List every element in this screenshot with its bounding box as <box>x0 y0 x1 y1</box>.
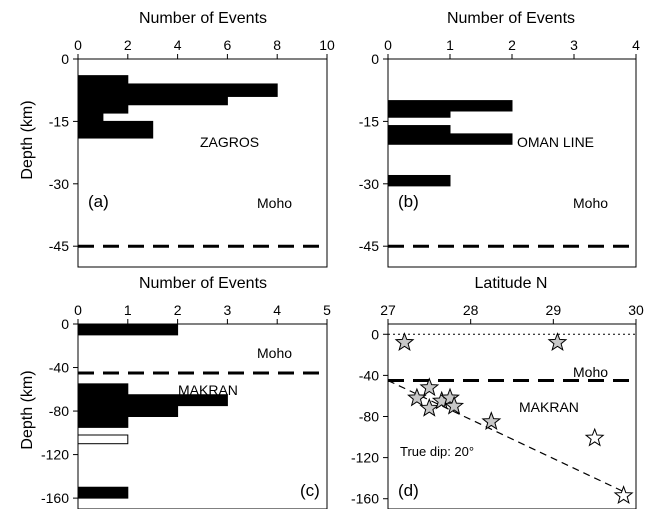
depth-bar <box>77 323 179 336</box>
depth-bar <box>77 104 129 114</box>
y-tick-label: -160 <box>41 490 69 506</box>
y-tick-label: -40 <box>359 367 379 383</box>
depth-bar <box>77 83 278 97</box>
panel-d-frame <box>387 323 637 509</box>
panel-d-region-label: MAKRAN <box>519 399 579 415</box>
panel-a-title: Number of Events <box>139 10 267 27</box>
depth-bar <box>77 416 129 428</box>
y-tick-label: -40 <box>49 360 69 376</box>
panel-b: Number of Events 0 1 2 3 4 0 -15 -30 -45 (b) OMA… <box>359 10 640 268</box>
panel-c-region-label: MAKRAN <box>178 382 238 398</box>
y-tick-label: -45 <box>49 238 69 254</box>
event-star-marker <box>440 387 460 407</box>
x-tick-label: 1 <box>124 302 132 318</box>
depth-bar <box>387 110 451 118</box>
event-star-marker <box>407 387 427 407</box>
depth-bar <box>77 95 228 106</box>
panel-b-title: Number of Events <box>447 10 575 27</box>
event-star-marker <box>419 397 440 417</box>
x-tick-label: 3 <box>224 302 232 318</box>
y-tick-label: -15 <box>359 113 379 129</box>
y-tick-label: -30 <box>49 176 69 192</box>
depth-bar <box>77 434 129 445</box>
y-tick-label: -15 <box>49 113 69 129</box>
event-star-marker <box>584 427 605 447</box>
x-tick-label: 2 <box>508 37 516 53</box>
event-star-marker <box>481 411 502 431</box>
panel-a-moho-label: Moho <box>257 195 292 211</box>
x-tick-label: 0 <box>384 37 392 53</box>
x-tick-label: 2 <box>174 302 182 318</box>
x-tick-label: 0 <box>74 37 82 53</box>
panel-c-title: Number of Events <box>139 275 267 292</box>
panel-b-label: (b) <box>398 192 419 211</box>
panel-b-moho-label: Moho <box>573 195 608 211</box>
depth-bar <box>77 383 129 396</box>
depth-bar <box>387 133 513 145</box>
event-star-marker <box>419 377 440 397</box>
panel-a-region-label: ZAGROS <box>200 134 259 150</box>
x-tick-label: 28 <box>463 302 479 318</box>
depth-bar <box>77 405 179 417</box>
x-tick-label: 5 <box>323 302 331 318</box>
panel-c-ylabel: Depth (km) <box>19 370 36 449</box>
panel-c-frame <box>77 323 328 509</box>
panel-a-frame <box>77 58 328 268</box>
depth-bar <box>77 120 154 139</box>
x-tick-label: 27 <box>380 302 396 318</box>
event-star-marker <box>613 485 634 505</box>
event-star-marker <box>394 332 415 351</box>
panel-c-moho-label: Moho <box>257 345 292 361</box>
x-tick-label: 3 <box>570 37 578 53</box>
x-tick-label: 30 <box>628 302 644 318</box>
panel-a-label: (a) <box>88 192 109 211</box>
y-tick-label: 0 <box>61 316 69 332</box>
y-tick-label: -30 <box>359 176 379 192</box>
x-tick-label: 4 <box>273 302 281 318</box>
panel-a-ylabel: Depth (km) <box>19 100 36 179</box>
depth-bar <box>387 125 451 135</box>
y-tick-label: -120 <box>351 450 379 466</box>
y-tick-label: -80 <box>49 403 69 419</box>
y-tick-label: 0 <box>371 326 379 342</box>
x-tick-label: 10 <box>319 37 335 53</box>
y-tick-label: -80 <box>359 409 379 425</box>
panel-d-label: (d) <box>398 481 419 500</box>
panel-d: Latitude N 27 28 29 30 0 -40 -80 -120 -160 (d) M… <box>351 275 644 509</box>
x-tick-label: 29 <box>546 302 562 318</box>
depth-bar <box>387 174 451 187</box>
x-tick-label: 4 <box>174 37 182 53</box>
x-tick-label: 0 <box>74 302 82 318</box>
panel-d-dip-line <box>387 379 628 495</box>
panel-a: Number of Events Depth (km) 0 2 4 6 8 10 0 -15 -… <box>19 10 335 268</box>
x-tick-label: 4 <box>632 37 640 53</box>
event-star-marker <box>444 395 465 415</box>
panel-d-dip-label: True dip: 20° <box>400 444 474 459</box>
depth-bar <box>77 486 129 499</box>
x-tick-label: 2 <box>124 37 132 53</box>
panel-b-region-label: OMAN LINE <box>517 134 594 150</box>
panel-b-frame <box>387 58 637 268</box>
y-tick-label: 0 <box>371 51 379 67</box>
panel-d-moho-label: Moho <box>573 364 608 380</box>
depth-bar <box>387 100 513 112</box>
y-tick-label: -45 <box>359 238 379 254</box>
x-tick-label: 6 <box>224 37 232 53</box>
x-tick-label: 8 <box>273 37 281 53</box>
y-tick-label: -120 <box>41 447 69 463</box>
y-tick-label: 0 <box>61 51 69 67</box>
panel-d-title: Latitude N <box>475 275 548 292</box>
depth-bar <box>77 112 104 122</box>
panel-c-label: (c) <box>300 481 320 500</box>
x-tick-label: 1 <box>446 37 454 53</box>
panel-c: Number of Events Depth (km) 0 1 2 3 4 5 0 -40 -8… <box>19 275 331 509</box>
event-star-marker <box>547 332 568 351</box>
y-tick-label: -160 <box>351 491 379 507</box>
